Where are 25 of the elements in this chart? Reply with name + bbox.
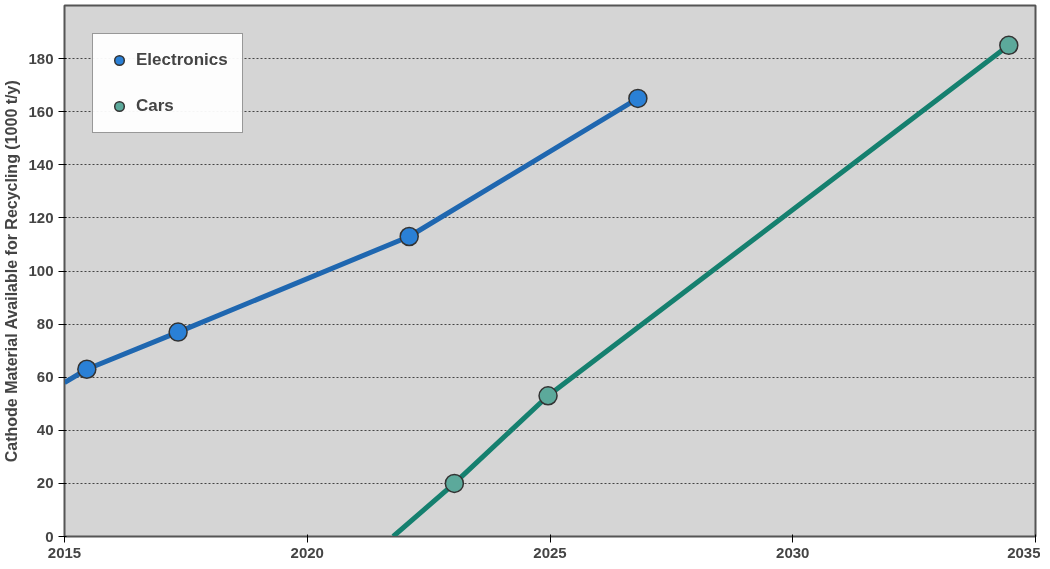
y-tick-label: 80 (36, 315, 54, 333)
point (444, 473, 465, 494)
x-tick-label: 2035 (1007, 543, 1041, 561)
point (77, 359, 97, 379)
point (399, 226, 419, 247)
y-tick-label: 0 (45, 527, 54, 545)
y-tick-label: 100 (28, 262, 54, 279)
y-axis-title: Cathode Material Available for Recycling (1000 t/y) (3, 80, 21, 463)
point (168, 322, 188, 342)
y-tick-label: 140 (28, 155, 54, 173)
x-tick-label: 2030 (776, 543, 810, 561)
legend-label: Electronics (136, 50, 228, 70)
x-tick-label: 2015 (47, 543, 82, 561)
legend-label: Cars (136, 96, 174, 116)
x-tick-label: 2025 (533, 543, 567, 561)
point (999, 35, 1019, 56)
y-tick-label: 160 (28, 102, 54, 120)
y-tick-label: 120 (28, 208, 54, 226)
point (538, 386, 558, 406)
y-tick-label: 20 (36, 474, 54, 492)
y-tick-label: 60 (36, 368, 54, 386)
y-tick-label: 40 (36, 421, 54, 439)
x-tick-label: 2020 (290, 543, 324, 561)
y-tick-label: 180 (28, 49, 54, 67)
point (628, 88, 648, 109)
